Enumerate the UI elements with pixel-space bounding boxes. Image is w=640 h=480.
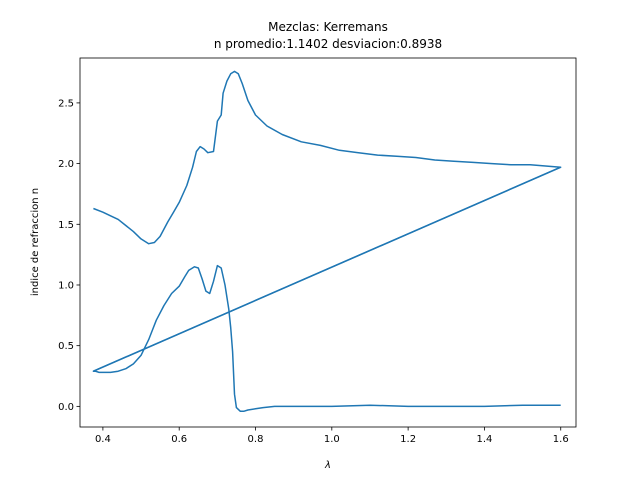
y-axis-label: indice de refraccion n [30,188,41,296]
series-line-2 [93,166,562,372]
series-line-1 [92,70,562,412]
y-tick-label: 0.5 [58,341,74,352]
y-tick-label: 1.5 [58,220,74,231]
x-tick-label: 1.4 [476,434,492,445]
x-tick-label: 0.6 [171,434,187,445]
chart-title: Mezclas: Kerremans [268,20,388,34]
y-tick-label: 1.0 [58,280,74,291]
y-tick-label: 2.5 [58,98,74,109]
y-tick-label: 0.0 [58,402,74,413]
y-tick-label: 2.0 [58,159,74,170]
y-axis-ticks: 0.0 0.5 1.0 1.5 2.0 2.5 [58,98,80,413]
x-tick-label: 1.6 [553,434,569,445]
x-axis-ticks: 0.4 0.6 0.8 1.0 1.2 1.4 1.6 [95,427,569,445]
x-axis-label: λ [324,460,331,471]
plot-frame [79,57,577,428]
x-tick-label: 0.8 [248,434,264,445]
x-tick-label: 1.0 [324,434,340,445]
plot-lines [92,70,562,412]
x-tick-label: 1.2 [400,434,416,445]
chart-subtitle: n promedio:1.1402 desviacion:0.8938 [214,37,442,51]
x-tick-label: 0.4 [95,434,111,445]
